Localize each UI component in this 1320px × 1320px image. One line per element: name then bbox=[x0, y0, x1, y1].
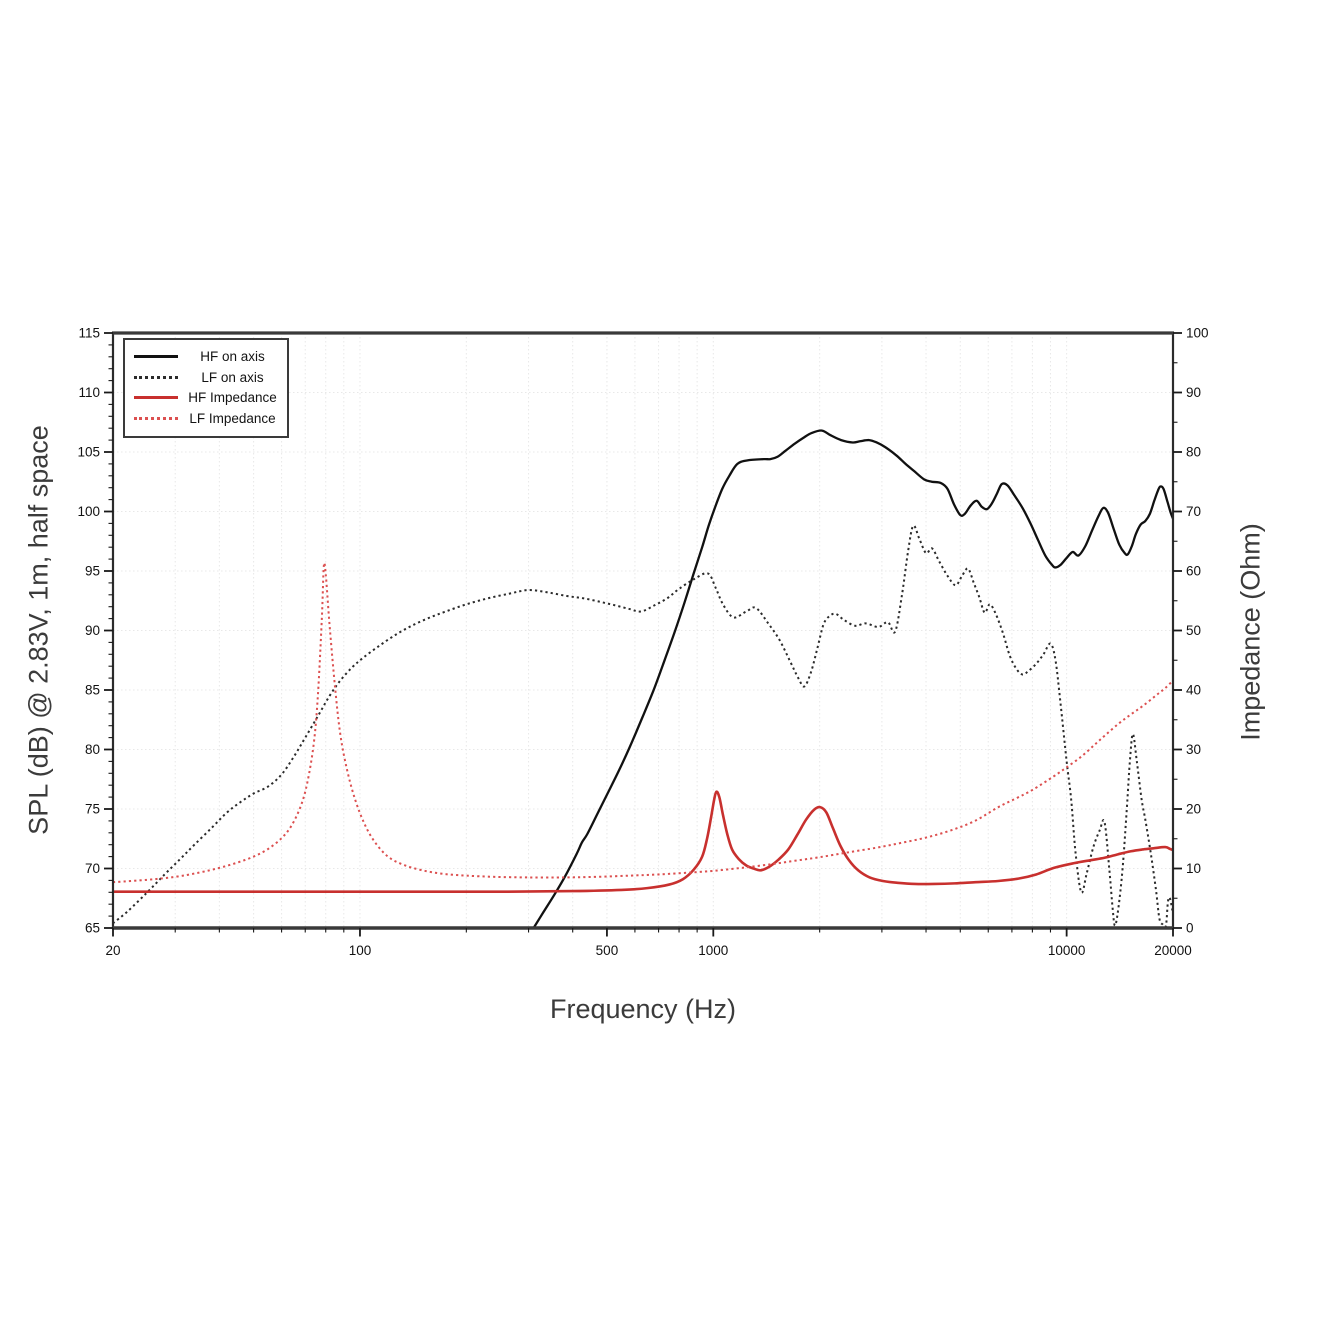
legend: HF on axis LF on axis HF Impedance LF Im… bbox=[123, 338, 289, 438]
legend-label: HF on axis bbox=[200, 348, 265, 364]
svg-text:70: 70 bbox=[1186, 504, 1201, 519]
lf-on-axis-line-sample bbox=[134, 375, 178, 379]
svg-text:50: 50 bbox=[1186, 623, 1201, 638]
x-axis-title: Frequency (Hz) bbox=[549, 994, 737, 1024]
series-hf-on-axis bbox=[532, 429, 1174, 930]
legend-label: LF on axis bbox=[201, 369, 264, 385]
svg-text:20000: 20000 bbox=[1154, 943, 1192, 958]
legend-item-hf-impedance: HF Impedance bbox=[134, 388, 279, 409]
svg-text:30: 30 bbox=[1186, 742, 1201, 757]
svg-text:10000: 10000 bbox=[1048, 943, 1086, 958]
legend-item-hf-on-axis: HF on axis bbox=[134, 346, 279, 367]
svg-text:70: 70 bbox=[85, 861, 100, 876]
svg-text:110: 110 bbox=[78, 385, 100, 400]
series-hf-impedance bbox=[112, 790, 1174, 894]
y-axis-title-left: SPL (dB) @ 2.83V, 1m, half space bbox=[23, 425, 54, 835]
hf-impedance-line-sample bbox=[134, 396, 178, 400]
axis-ticks bbox=[104, 332, 1182, 937]
svg-text:40: 40 bbox=[1186, 683, 1201, 698]
series-lf-impedance bbox=[112, 561, 1174, 884]
svg-text:90: 90 bbox=[1186, 385, 1201, 400]
svg-text:100: 100 bbox=[349, 943, 372, 958]
svg-text:60: 60 bbox=[1186, 564, 1201, 579]
legend-item-lf-impedance: LF Impedance bbox=[134, 408, 279, 429]
series-lf-on-axis bbox=[112, 524, 1174, 929]
svg-text:20: 20 bbox=[105, 943, 120, 958]
tick-labels: 65 70 75 80 85 90 95 100 105 110 115 0 10 20 30 40 50 60 7… bbox=[77, 326, 1208, 959]
svg-text:95: 95 bbox=[85, 564, 100, 579]
legend-label: LF Impedance bbox=[189, 411, 276, 427]
svg-text:80: 80 bbox=[1186, 445, 1201, 460]
svg-text:75: 75 bbox=[85, 802, 100, 817]
svg-text:65: 65 bbox=[85, 921, 100, 936]
hf-on-axis-line-sample bbox=[134, 354, 178, 358]
legend-label: HF Impedance bbox=[188, 390, 277, 406]
svg-text:80: 80 bbox=[85, 742, 100, 757]
y-axis-title-right: Impedance (Ohm) bbox=[1235, 523, 1266, 741]
svg-text:500: 500 bbox=[596, 943, 619, 958]
svg-text:90: 90 bbox=[85, 623, 100, 638]
svg-text:85: 85 bbox=[85, 683, 100, 698]
legend-item-lf-on-axis: LF on axis bbox=[134, 367, 279, 388]
svg-text:105: 105 bbox=[77, 445, 100, 460]
series-curves bbox=[112, 429, 1174, 930]
svg-text:100: 100 bbox=[1186, 326, 1209, 341]
svg-text:20: 20 bbox=[1186, 802, 1201, 817]
grid-lines bbox=[113, 333, 1173, 928]
svg-text:1000: 1000 bbox=[698, 943, 728, 958]
svg-text:10: 10 bbox=[1186, 861, 1201, 876]
svg-text:100: 100 bbox=[77, 504, 100, 519]
svg-text:0: 0 bbox=[1186, 921, 1194, 936]
lf-impedance-line-sample bbox=[134, 417, 178, 421]
svg-text:115: 115 bbox=[78, 326, 100, 341]
